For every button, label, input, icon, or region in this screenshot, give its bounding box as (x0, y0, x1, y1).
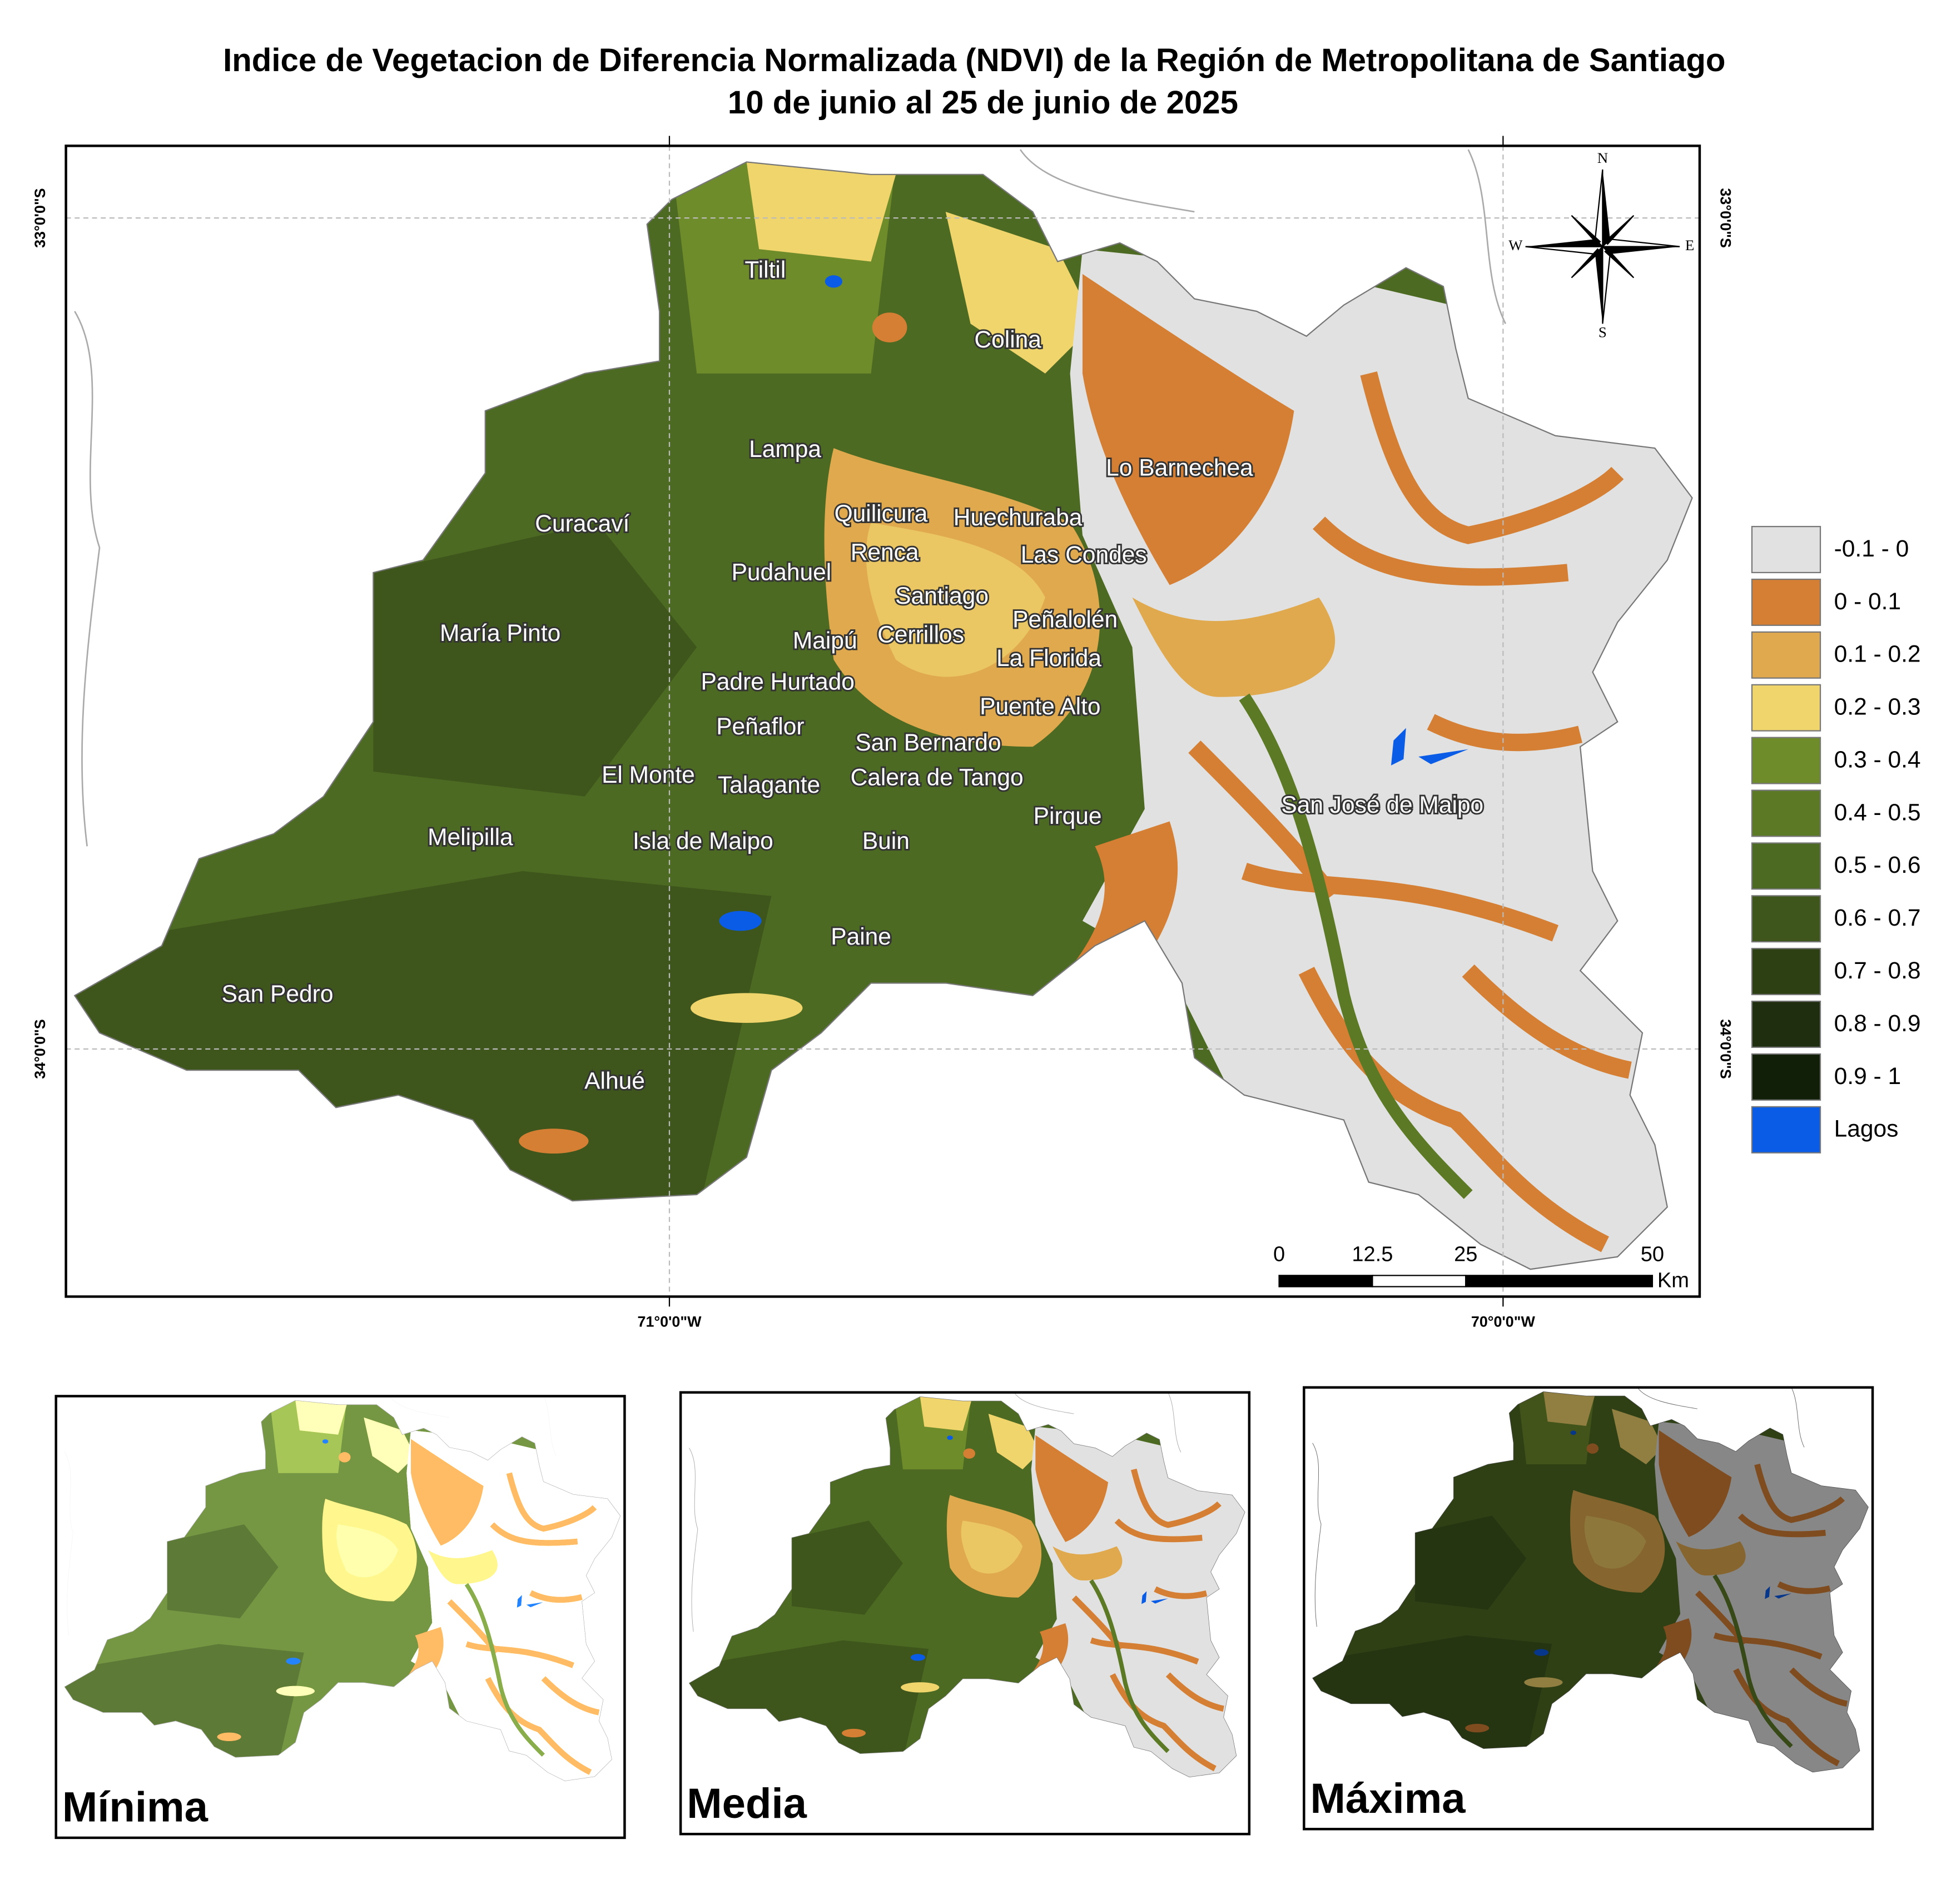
lon-label: 70°0'0"W (1471, 1313, 1536, 1330)
place-label: Padre Hurtado (701, 669, 854, 695)
scale-bar: 0 12.5 25 50 Km (1273, 1243, 1689, 1292)
place-label: Colina (974, 327, 1041, 353)
legend-swatch (1751, 1106, 1821, 1154)
inset-raster (681, 1393, 1262, 1786)
legend-label: 0.9 - 1 (1834, 1063, 1902, 1090)
legend-label: 0.3 - 0.4 (1834, 747, 1921, 773)
scale-tick-label: 12.5 (1352, 1243, 1393, 1266)
lat-label: 33°0'0"S (1717, 188, 1734, 247)
map-frame (64, 145, 1701, 1298)
inset-title: Mínima (62, 1784, 208, 1831)
legend-swatch (1751, 631, 1821, 679)
legend-swatch (1751, 737, 1821, 784)
legend-swatch (1751, 1001, 1821, 1048)
legend-swatch (1751, 1053, 1821, 1101)
place-label: Quilicura (835, 501, 928, 527)
inset-map (681, 1393, 1262, 1786)
inset-map (1304, 1388, 1885, 1781)
place-labels: Tiltil Colina Lampa Lo Barnechea Curacaví Qui… (220, 256, 1485, 1096)
legend-swatch (1751, 578, 1821, 626)
legend-swatch (1751, 789, 1821, 837)
place-label: Huechuraba (954, 505, 1083, 531)
place-label: Las Condes (1021, 542, 1147, 568)
place-label: San José de Maipo (1281, 792, 1483, 818)
compass-north: N (1597, 150, 1608, 166)
scale-tick-label: 25 (1454, 1243, 1477, 1266)
place-label: El Monte (602, 762, 695, 788)
legend-label: 0.6 - 0.7 (1834, 905, 1921, 931)
lat-label: 34°0'0"S (32, 1019, 48, 1078)
place-label: Pudahuel (732, 559, 832, 585)
legend-label: 0 - 0.1 (1834, 589, 1902, 615)
legend-label: 0.1 - 0.2 (1834, 642, 1921, 668)
place-label: Maipú (793, 628, 857, 654)
title: Indice de Vegetacion de Diferencia Norma… (223, 42, 1725, 78)
compass-rose: N E S W (1508, 150, 1694, 340)
place-label: Alhué (584, 1068, 645, 1095)
place-label: San Pedro (222, 981, 334, 1007)
place-label: Peñaflor (716, 714, 804, 740)
place-label: Cerrillos (877, 622, 964, 648)
place-label: Santiago (895, 583, 989, 609)
inset-title: Máxima (1310, 1775, 1466, 1822)
scale-segment (1372, 1275, 1467, 1287)
lat-label: 34°0'0"S (1717, 1019, 1734, 1078)
place-label: Renca (851, 540, 919, 566)
place-label: Melipilla (428, 824, 513, 851)
legend-swatch (1751, 526, 1821, 574)
legend-label: 0.2 - 0.3 (1834, 694, 1921, 720)
place-label: Calera de Tango (851, 765, 1024, 791)
inset-title: Media (687, 1780, 807, 1827)
legend-swatch (1751, 948, 1821, 996)
place-label: Lo Barnechea (1106, 455, 1253, 481)
scale-segment (1465, 1275, 1654, 1287)
place-label: Paine (831, 924, 891, 950)
compass-south: S (1598, 324, 1607, 340)
compass-west: W (1508, 237, 1523, 253)
scale-segment (1278, 1275, 1373, 1287)
legend-label: 0.4 - 0.5 (1834, 799, 1921, 826)
subtitle: 10 de junio al 25 de junio de 2025 (728, 84, 1238, 121)
scale-tick-label: 50 (1641, 1243, 1664, 1266)
place-label: La Florida (996, 645, 1101, 672)
place-label: María Pinto (440, 620, 560, 647)
main-raster (50, 150, 1743, 1294)
place-label: Peñalolén (1012, 607, 1118, 633)
place-label: Buin (862, 828, 910, 854)
place-label: Pirque (1034, 803, 1102, 829)
inset-frame (54, 1395, 626, 1840)
inset-raster (56, 1396, 638, 1789)
place-label: Puente Alto (980, 694, 1100, 720)
place-label: Lampa (749, 436, 821, 463)
legend: -0.1 - 0 0 - 0.1 0.1 - 0.2 0.2 - 0.3 0.3 - 0… (1751, 526, 1921, 1154)
legend-label: -0.1 - 0 (1834, 536, 1909, 562)
place-label: Curacaví (535, 511, 629, 537)
inset-raster (1304, 1388, 1885, 1781)
place-label: Isla de Maipo (633, 828, 773, 854)
inset-frame (679, 1391, 1251, 1836)
place-label: San Bernardo (855, 730, 1001, 756)
main-map: Tiltil Colina Lampa Lo Barnechea Curacaví Qui… (50, 146, 1743, 1297)
place-label: Talagante (718, 772, 820, 798)
legend-swatch (1751, 895, 1821, 943)
lat-label: 33°0'0"S (32, 188, 48, 247)
compass-east: E (1685, 237, 1694, 253)
legend-label: 0.5 - 0.6 (1834, 852, 1921, 878)
scale-tick-label: 0 (1273, 1243, 1285, 1266)
legend-label: 0.7 - 0.8 (1834, 958, 1921, 984)
graticule (66, 146, 1700, 1297)
lon-label: 71°0'0"W (638, 1313, 702, 1330)
inset-map (56, 1396, 638, 1789)
place-label: Tiltil (744, 257, 786, 284)
legend-swatch (1751, 684, 1821, 732)
legend-swatch (1751, 842, 1821, 890)
legend-label: Lagos (1834, 1116, 1899, 1142)
inset-frame (1303, 1386, 1874, 1831)
insets: Mínima Media Máxima (54, 1386, 1885, 1840)
legend-label: 0.8 - 0.9 (1834, 1011, 1921, 1037)
scale-unit: Km (1657, 1269, 1689, 1292)
